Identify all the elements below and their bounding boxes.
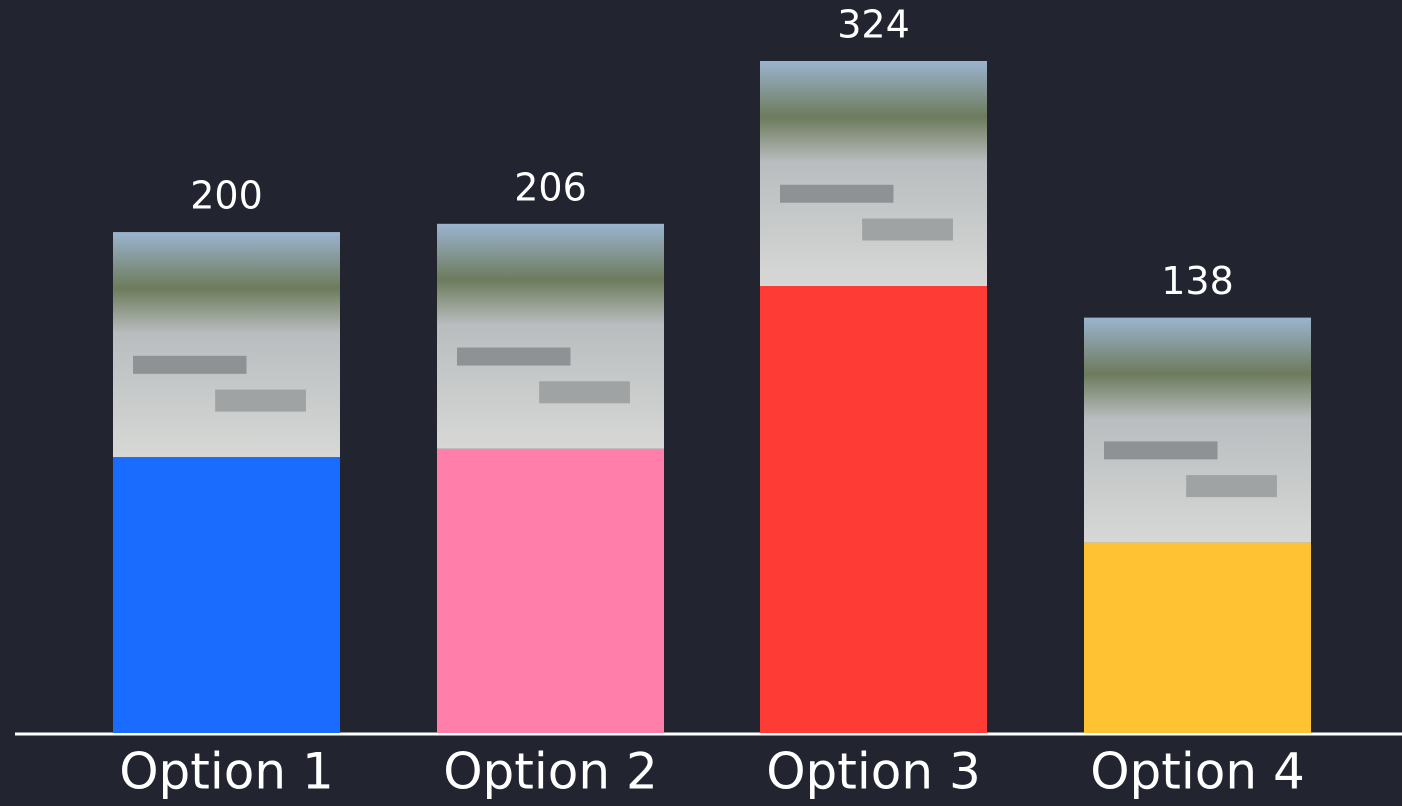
value-label: 206	[514, 165, 587, 209]
category-label: Option 3	[766, 743, 981, 801]
value-label: 324	[837, 3, 910, 47]
value-label: 200	[190, 174, 263, 218]
category-label: Option 4	[1090, 743, 1305, 801]
category-label: Option 2	[443, 743, 658, 801]
image-detail	[133, 355, 247, 374]
image-detail	[215, 389, 306, 412]
bar	[437, 448, 664, 733]
image-detail	[1104, 441, 1218, 460]
image-detail	[457, 347, 571, 366]
image-detail	[862, 218, 953, 241]
category-label: Option 1	[119, 743, 334, 801]
bar	[113, 457, 340, 733]
image-detail	[539, 381, 630, 404]
image-detail	[1186, 475, 1277, 498]
image-detail	[780, 184, 894, 203]
bar	[1084, 542, 1311, 733]
option-image	[437, 223, 664, 449]
option-image	[1084, 317, 1311, 543]
option-image	[760, 61, 987, 286]
value-label: 138	[1161, 259, 1234, 303]
bar	[760, 286, 987, 733]
option-image	[113, 232, 340, 458]
